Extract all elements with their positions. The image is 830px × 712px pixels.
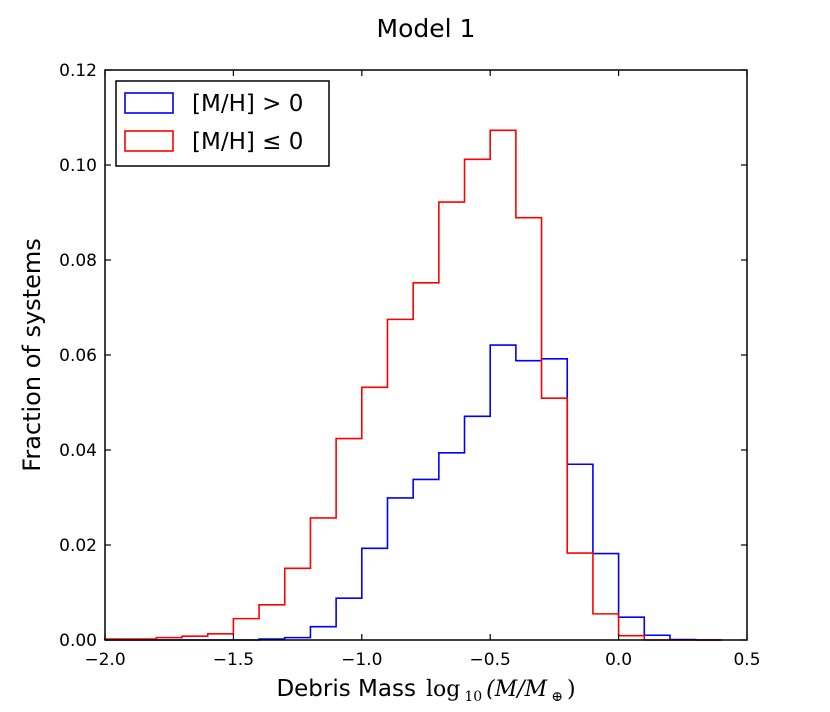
y-axis-label: Fraction of systems — [18, 238, 46, 471]
x-tick-label: −0.5 — [470, 650, 511, 670]
x-tick-label: 0.5 — [733, 650, 760, 670]
y-tick-label: 0.04 — [59, 441, 97, 461]
series-layer — [104, 129, 722, 641]
legend-box — [115, 80, 330, 167]
series-outline-metal-poor — [104, 129, 722, 641]
y-tick-label: 0.10 — [59, 156, 97, 176]
x-axis-label-text: Debris Mass — [276, 676, 416, 702]
legend-swatch-metal-poor — [124, 130, 174, 152]
x-axis-label-log: log — [426, 677, 460, 702]
y-tick-label: 0.02 — [59, 536, 97, 556]
y-tick-label: 0.12 — [59, 61, 97, 81]
legend-label-metal-rich: [M/H] > 0 — [192, 91, 303, 117]
x-tick-label: −1.5 — [213, 650, 254, 670]
x-tick-label: 0.0 — [605, 650, 632, 670]
x-tick-label: −1.0 — [341, 650, 382, 670]
x-axis-label: Debris Mass log 10 (M/M ⊕ ) — [276, 676, 575, 705]
y-tick-label: 0.08 — [59, 251, 97, 271]
legend-label-metal-poor: [M/H] ≤ 0 — [192, 129, 303, 155]
legend-swatch-metal-rich — [124, 92, 174, 114]
x-axis-label-subscript: 10 — [464, 689, 482, 705]
x-tick-label: −2.0 — [84, 650, 125, 670]
x-axis-label-close: ) — [567, 677, 576, 702]
ticks-layer: −2.0 −1.5 −1.0 −0.5 0.0 0.5 0.00 0.02 0.04 0.06 0.… — [59, 61, 760, 670]
y-tick-label: 0.00 — [59, 631, 97, 651]
x-axis-label-earth-symbol: ⊕ — [551, 689, 563, 705]
chart-title: Model 1 — [377, 14, 476, 43]
y-tick-label: 0.06 — [59, 346, 97, 366]
x-axis-label-open: (M/M — [486, 677, 548, 702]
legend: [M/H] > 0 [M/H] ≤ 0 — [115, 80, 330, 167]
